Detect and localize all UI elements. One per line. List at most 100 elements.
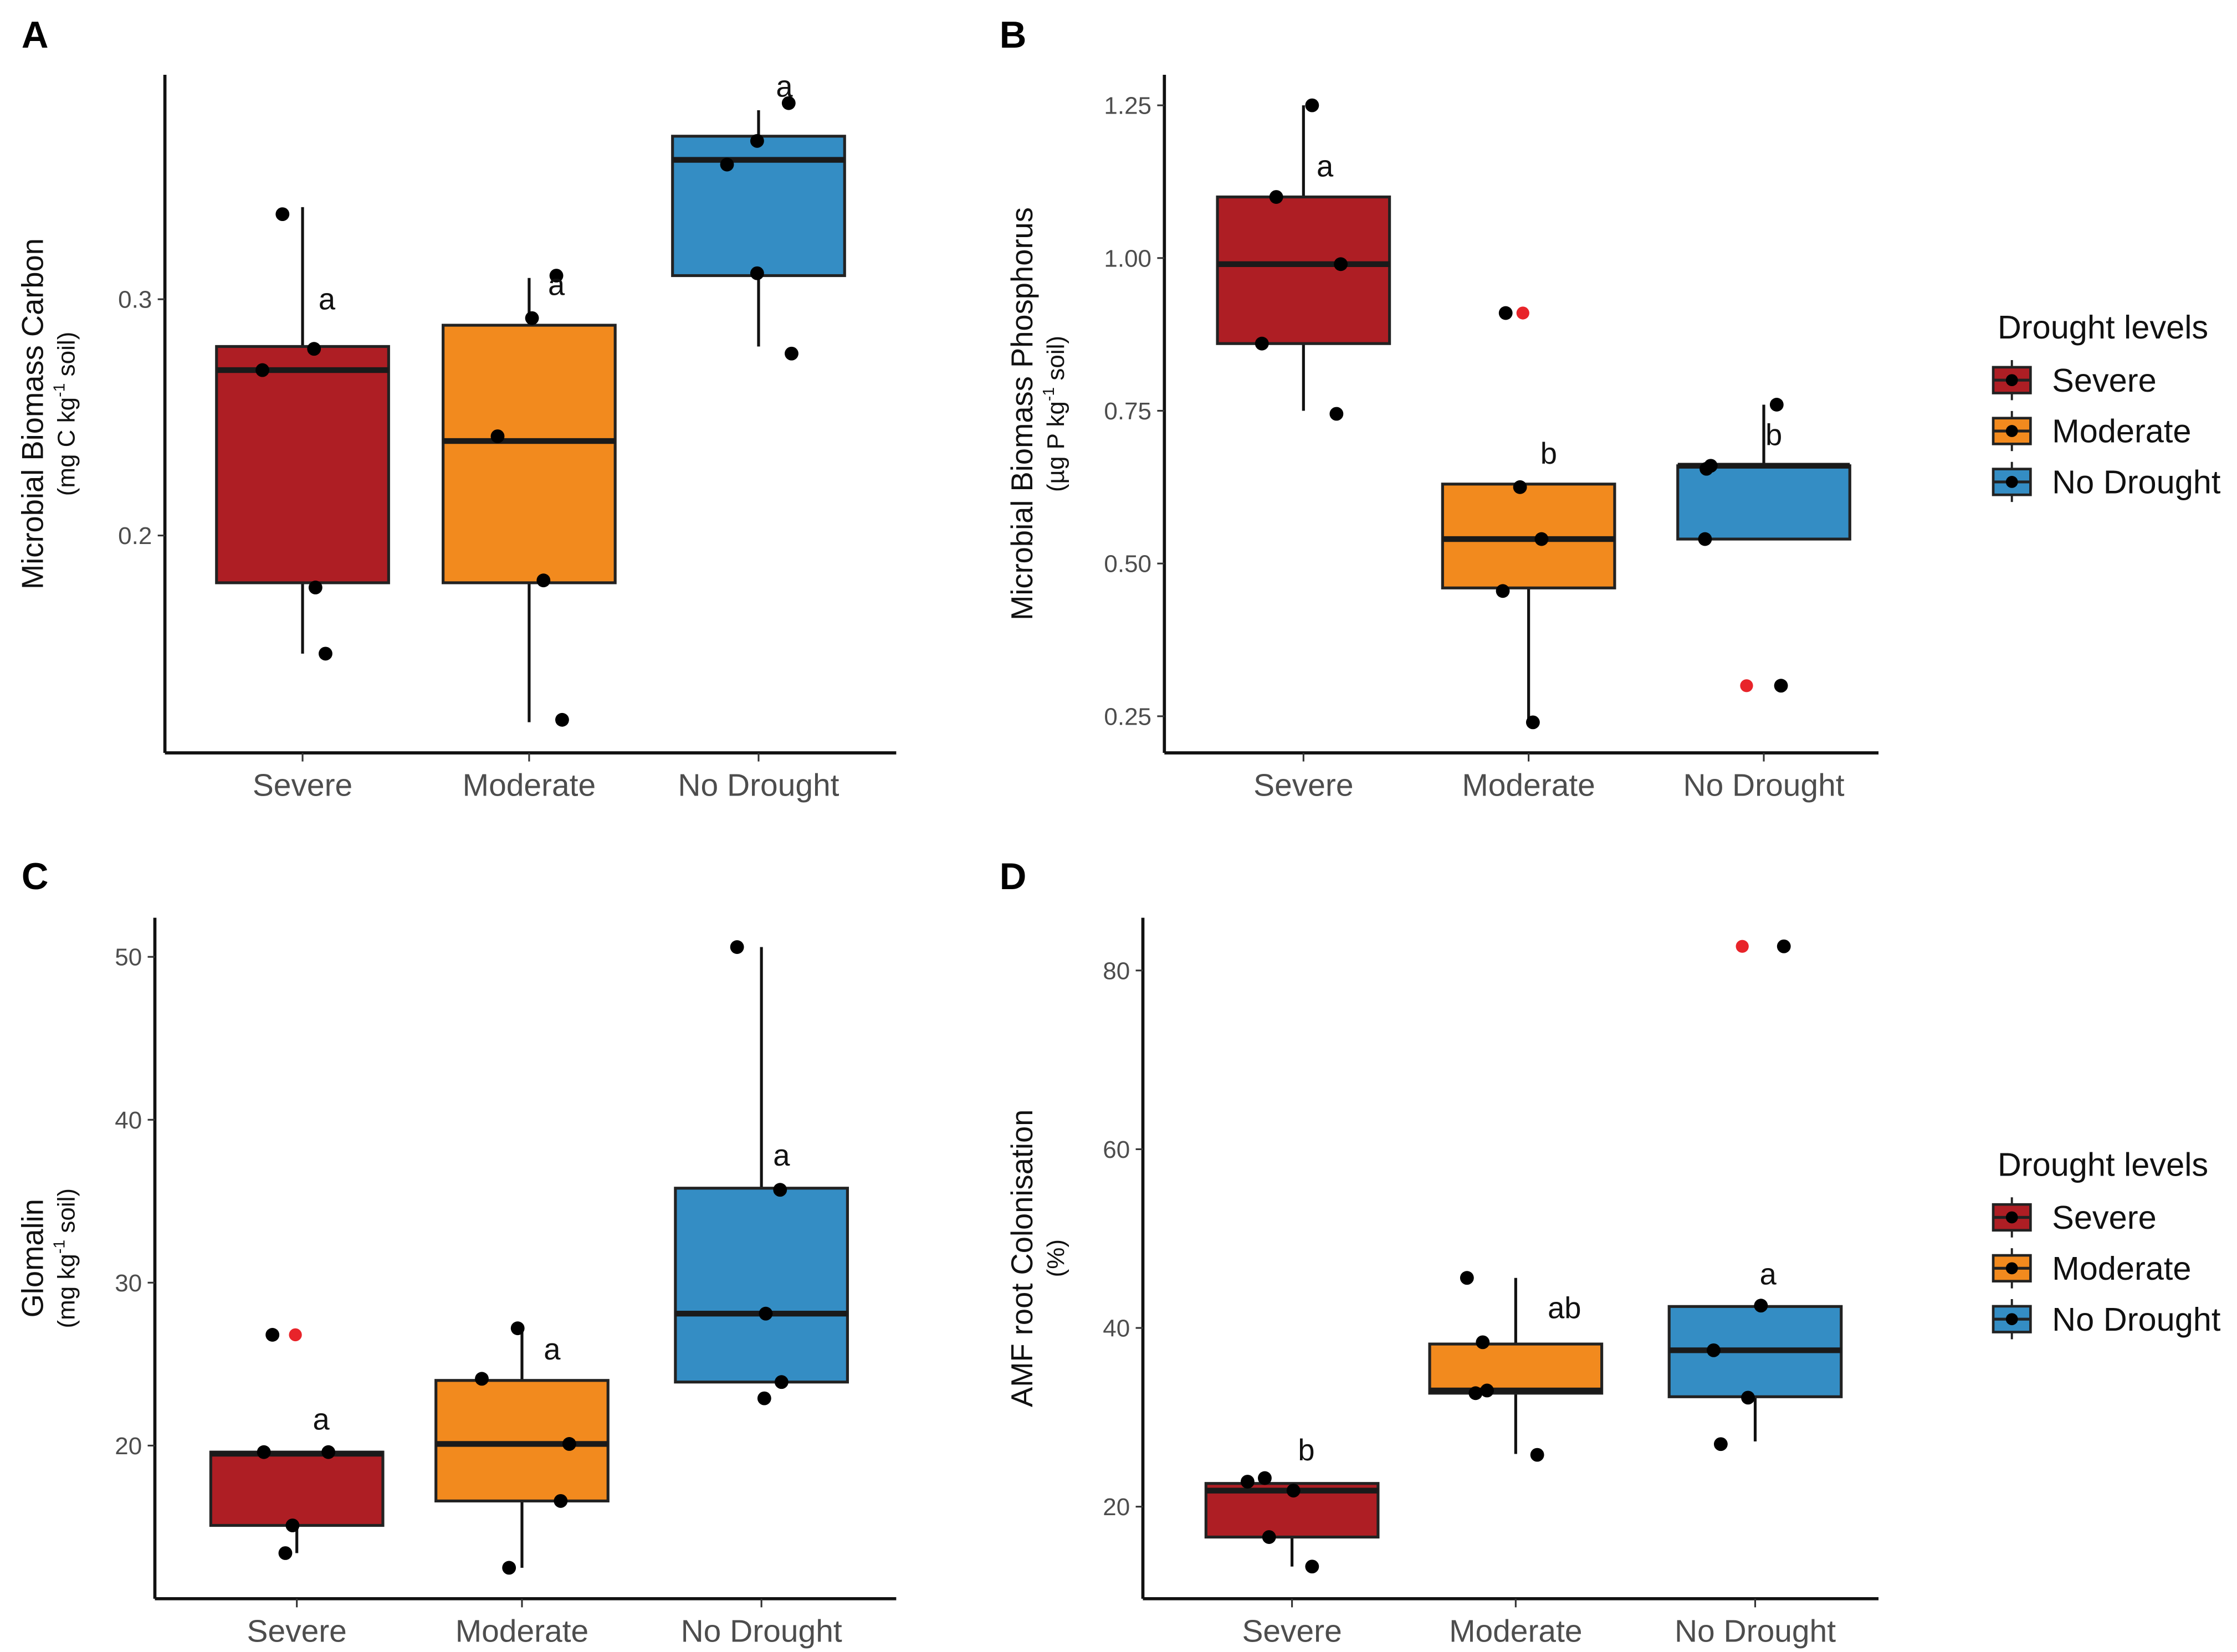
y-tick-label: 60 [1103,1136,1130,1163]
data-point [750,266,764,280]
data-point [525,311,539,325]
data-point [549,269,564,283]
data-point [720,157,734,172]
box-iqr [1428,1342,1604,1395]
panel-B: B 0.25 0.50 0.75 1.00 1.25 Severe Moderate No Dr… [1000,14,2221,803]
y-axis-unit: (%) [1042,1239,1069,1277]
significance-letter: a [1760,1257,1777,1291]
significance-letter: a [548,268,565,302]
x-tick-label: No Drought [681,1613,842,1649]
data-point [319,647,332,661]
y-tick-label: 40 [1103,1315,1130,1342]
panel-C: C 20 30 40 50 Severe Moderate No Drought Glomali… [16,856,897,1649]
data-point [750,134,764,148]
data-point [1460,1271,1474,1285]
box-iqr [442,324,617,584]
legend-item-no-drought: No Drought [1992,461,2221,502]
y-axis-unit: (µg P kg-1 soil) [1040,336,1069,492]
panel-A: A 0.2 0.3 Severe Moderate No Drought Microbial… [16,14,897,803]
data-point [1741,1391,1755,1405]
y-tick-label: 0.75 [1104,398,1151,425]
y-tick-label: 1.00 [1104,245,1151,272]
y-tick-label: 1.25 [1104,93,1151,120]
data-point [1496,584,1510,598]
y-tick-label: 0.2 [118,522,152,550]
data-point [1329,407,1344,421]
data-point [1262,1530,1276,1544]
y-axis-unit-superscript: -1 [1040,387,1058,401]
box-no-drought: a [671,69,846,361]
data-point [759,1306,773,1321]
panel-letter: A [22,14,49,56]
data-point [265,1328,280,1342]
data-point [781,96,796,110]
x-tick-label: Severe [1253,768,1353,803]
data-point [1530,1448,1544,1462]
y-axis-unit-prefix: (µg P kg [1042,401,1069,492]
y-axis-title: AMF root Colonisation [1005,1109,1039,1407]
outlier-point [289,1328,302,1342]
legend-point-icon [2005,425,2018,437]
data-point [1305,98,1319,112]
box-severe: a [209,1328,385,1560]
data-point [1526,715,1540,730]
box-moderate: ab [1428,1271,1604,1462]
y-tick-label: 50 [115,944,142,971]
legend-point-icon [2005,1313,2018,1326]
y-axis-unit: (mg kg-1 soil) [50,1188,80,1328]
box-iqr [434,1379,610,1502]
panel-letter: C [22,856,49,897]
data-point [1255,336,1269,351]
data-point [1699,461,1713,476]
data-point [1498,306,1513,320]
y-axis-unit-suffix: soil) [53,1188,80,1240]
box-severe: a [1216,98,1391,421]
outlier-point [1516,306,1529,320]
legend-title: Drought levels [1998,309,2208,346]
data-point [308,581,323,594]
legend-point-icon [2005,374,2018,387]
panel-letter: D [1000,856,1027,897]
x-tick-label: No Drought [1683,768,1844,803]
box-moderate: a [434,1321,610,1575]
y-axis-unit-superscript: -1 [50,1240,68,1254]
y-tick-label: 0.50 [1104,551,1151,578]
y-axis-unit-suffix: soil) [53,332,80,383]
significance-letter: b [1298,1433,1314,1467]
legend-label: Moderate [2052,413,2191,450]
x-tick-label: Moderate [455,1613,588,1649]
box-severe: a [215,207,390,661]
data-point [1713,1437,1728,1451]
x-tick-label: Moderate [463,768,596,803]
data-point [1480,1383,1494,1398]
y-axis-unit: (mg C kg-1 soil) [50,332,80,496]
y-tick-label: 30 [115,1270,142,1297]
box-iqr [674,1187,849,1384]
box-iqr [1676,464,1851,541]
data-point [510,1321,525,1336]
y-axis-title: Microbial Biomass Carbon [16,238,50,589]
y-axis-title: Glomalin [16,1199,50,1317]
x-tick-label: Moderate [1462,768,1595,803]
x-tick-label: Severe [253,768,352,803]
y-axis-unit-superscript: -1 [50,383,68,397]
legend: Drought levels Severe Moderate No Drought [1992,1146,2221,1340]
data-point [1698,532,1712,546]
significance-letter: a [776,69,793,103]
data-point [1468,1386,1483,1400]
data-point [490,429,505,443]
data-point [1334,257,1348,271]
data-point [307,342,321,356]
significance-letter: b [1765,418,1782,452]
legend-point-icon [2005,1262,2018,1275]
x-tick-label: Severe [247,1613,346,1649]
legend-item-severe: Severe [1992,1197,2157,1238]
panel-D: D 20 40 60 80 Severe Moderate No Drought AMF roo… [1000,856,2221,1649]
significance-letter: a [544,1332,561,1366]
x-tick-label: Severe [1242,1613,1342,1649]
data-point [475,1372,489,1386]
data-point [275,207,290,222]
data-point [278,1546,293,1560]
legend-item-moderate: Moderate [1992,411,2192,452]
